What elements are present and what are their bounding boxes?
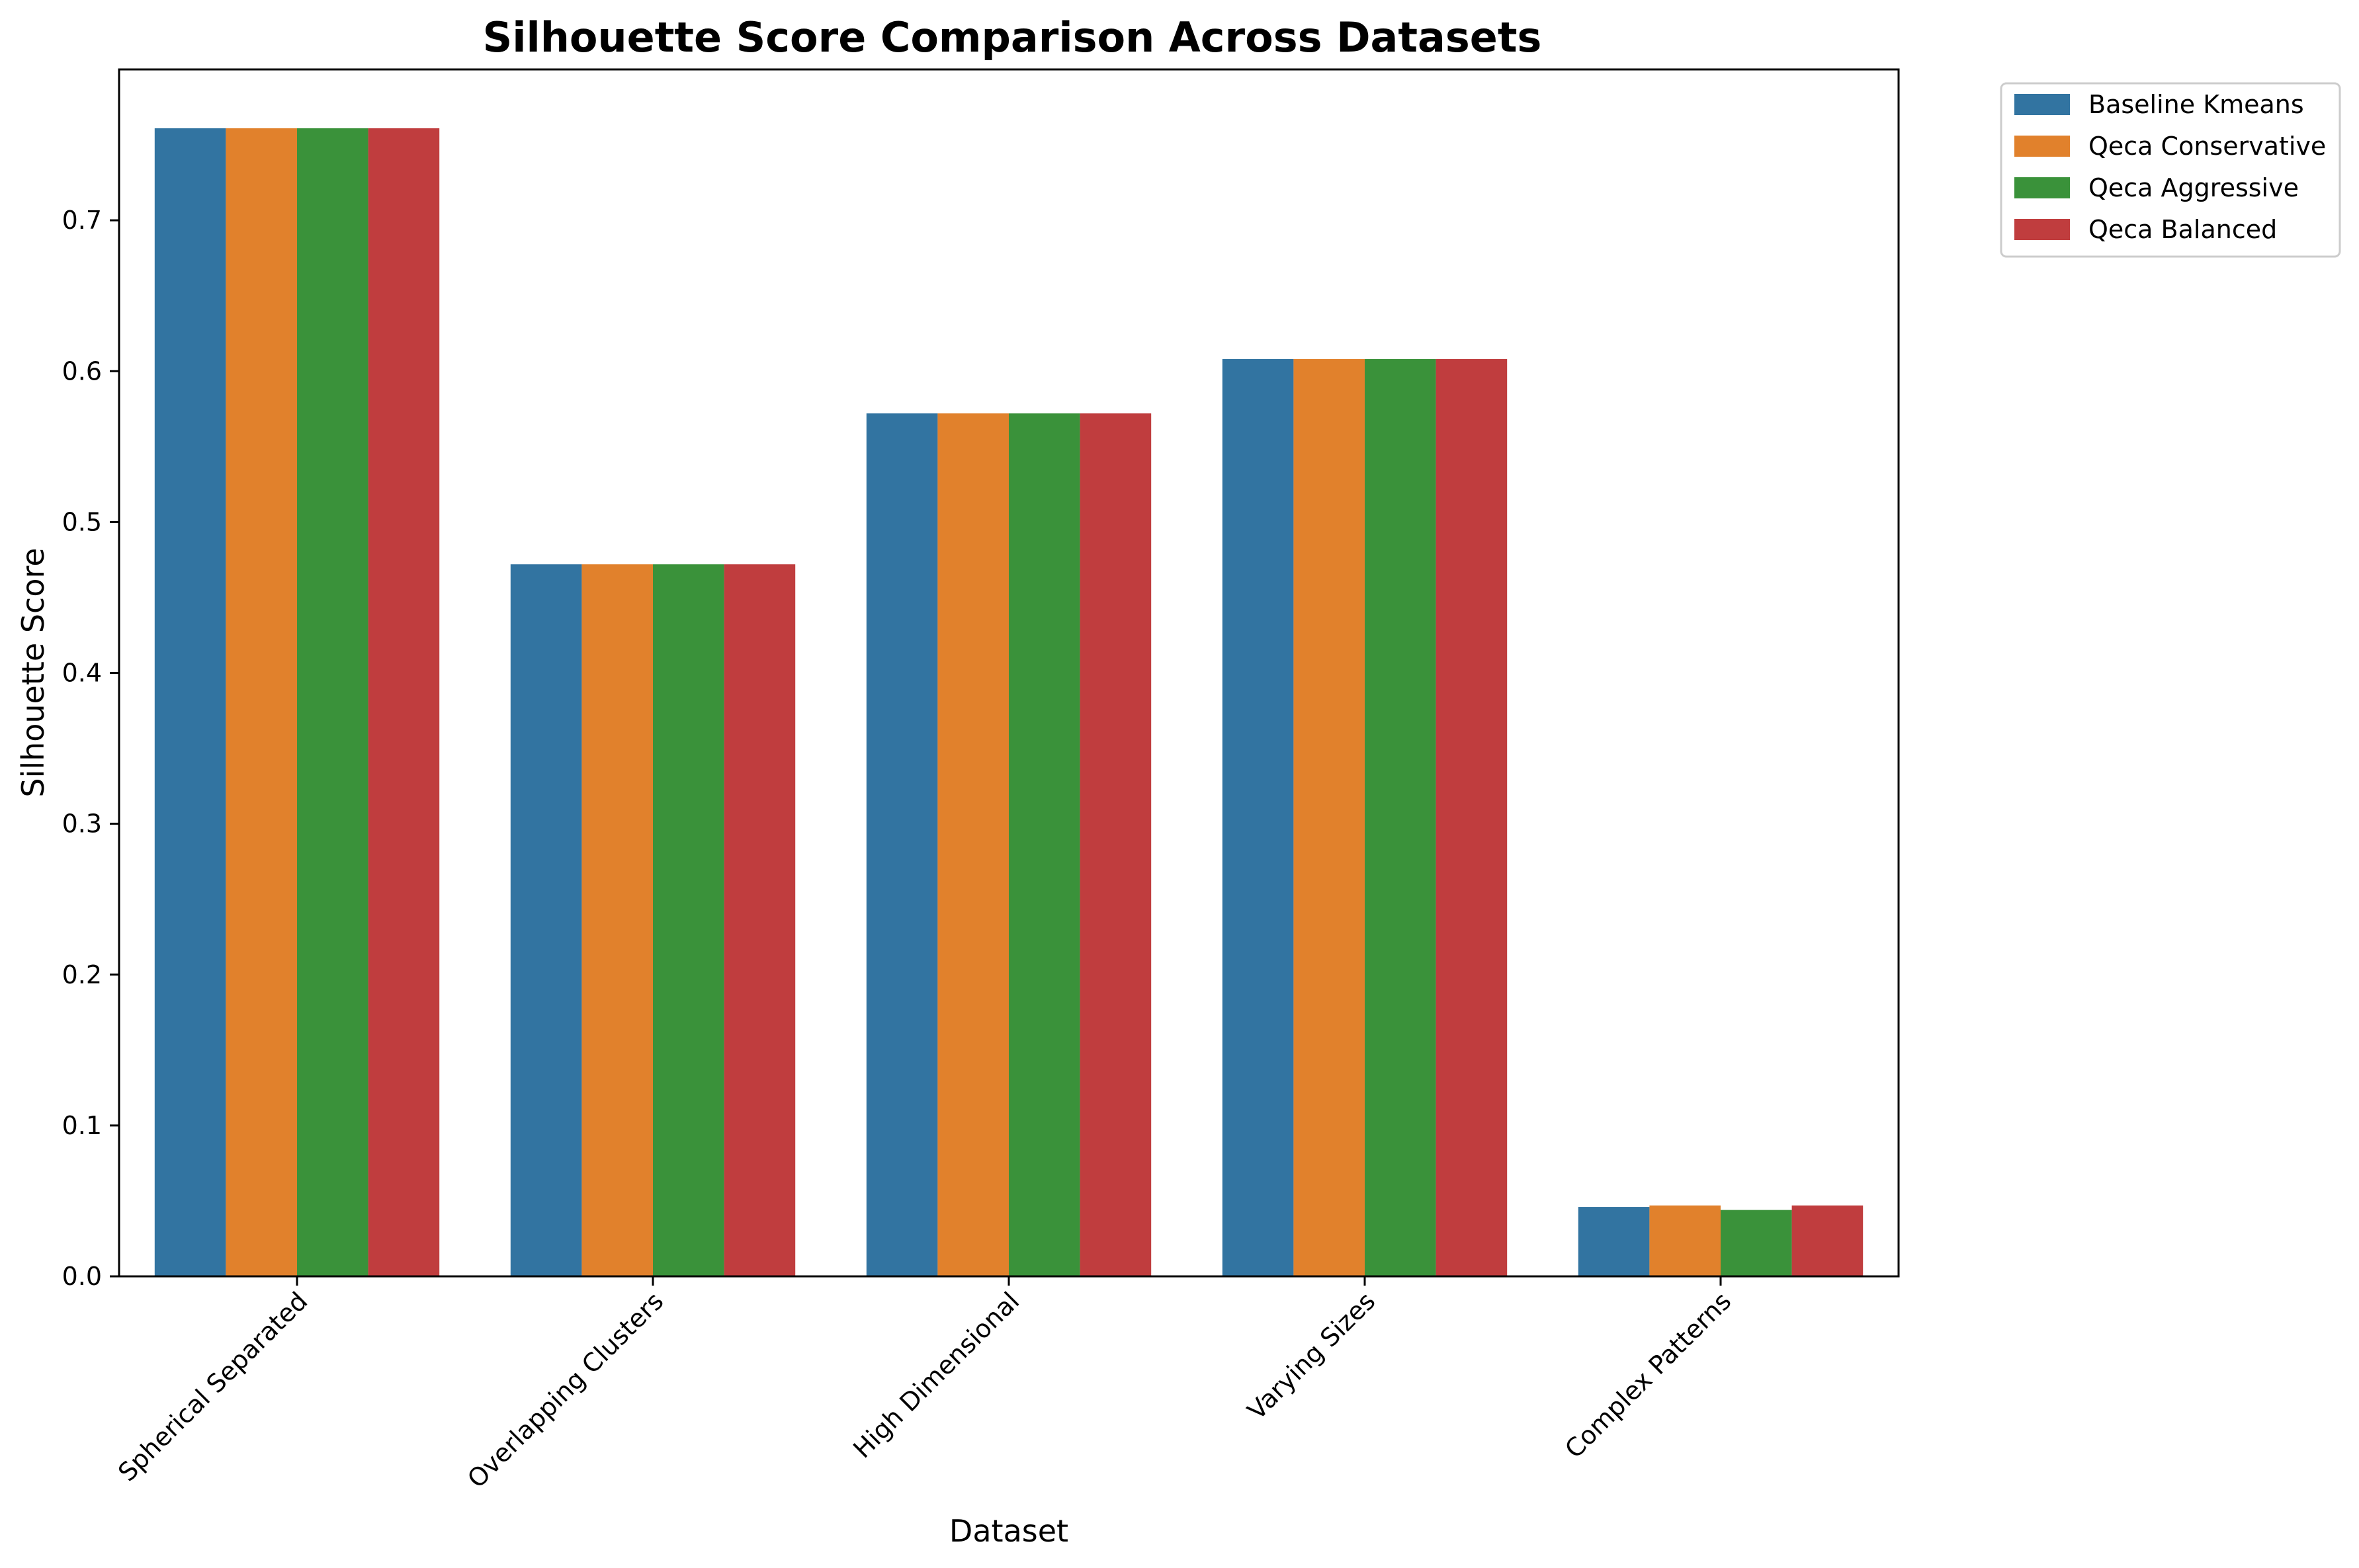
y-tick-label: 0.6 [62, 356, 102, 386]
legend-entry-label: Qeca Aggressive [2088, 173, 2299, 202]
plot-area: 0.0 0.1 0.2 0.3 0.4 0.5 0.6 0.7 Spherical Separ… [62, 68, 1900, 1493]
y-tick-label: 0.5 [62, 507, 102, 536]
x-axis-label: Dataset [949, 1513, 1068, 1549]
bar [866, 413, 938, 1276]
y-tick-label: 0.2 [62, 960, 102, 989]
legend-frame [2000, 82, 2341, 258]
bar [297, 128, 368, 1277]
bar [368, 128, 440, 1277]
bar [724, 564, 796, 1276]
bar [581, 564, 653, 1276]
x-tick-label: High Dimensional [847, 1286, 1025, 1464]
bars [154, 128, 1864, 1277]
bar [1080, 413, 1152, 1276]
chart-title: Silhouette Score Comparison Across Datas… [483, 13, 1542, 62]
y-axis-ticks: 0.0 0.1 0.2 0.3 0.4 0.5 0.6 0.7 [62, 206, 119, 1291]
x-tick-label: Varying Sizes [1242, 1286, 1381, 1425]
bar [154, 128, 226, 1277]
bar [510, 564, 582, 1276]
legend: Baseline Kmeans Qeca Conservative Qeca Agg… [2000, 82, 2341, 258]
bar [937, 413, 1009, 1276]
y-axis-label: Silhouette Score [15, 548, 51, 797]
y-tick-label: 0.0 [62, 1262, 102, 1291]
y-tick-label: 0.7 [62, 206, 102, 235]
bar [1293, 359, 1365, 1276]
bar [1791, 1205, 1864, 1276]
bar [1436, 359, 1508, 1276]
bar [1721, 1210, 1792, 1277]
y-tick-label: 0.1 [62, 1111, 102, 1140]
x-tick-label: Complex Patterns [1559, 1286, 1737, 1464]
x-tick-label: Spherical Separated [112, 1286, 313, 1487]
bar [653, 564, 724, 1276]
legend-entry-label: Qeca Conservative [2088, 132, 2326, 161]
legend-swatch [2014, 219, 2070, 240]
bar [1222, 359, 1294, 1276]
bar [1365, 359, 1436, 1276]
legend-swatch [2014, 94, 2070, 115]
legend-swatch [2014, 136, 2070, 157]
x-tick-label: Overlapping Clusters [462, 1286, 669, 1493]
bar [226, 128, 297, 1277]
bar [1649, 1205, 1721, 1276]
legend-entry-label: Baseline Kmeans [2088, 90, 2304, 119]
x-axis-ticks: Spherical Separated Overlapping Clusters H… [112, 1276, 1737, 1493]
bar [1009, 413, 1080, 1276]
legend-entry-label: Qeca Balanced [2088, 215, 2277, 244]
y-tick-label: 0.3 [62, 809, 102, 839]
bar [1578, 1207, 1650, 1276]
legend-swatch [2014, 177, 2070, 198]
y-tick-label: 0.4 [62, 659, 102, 688]
